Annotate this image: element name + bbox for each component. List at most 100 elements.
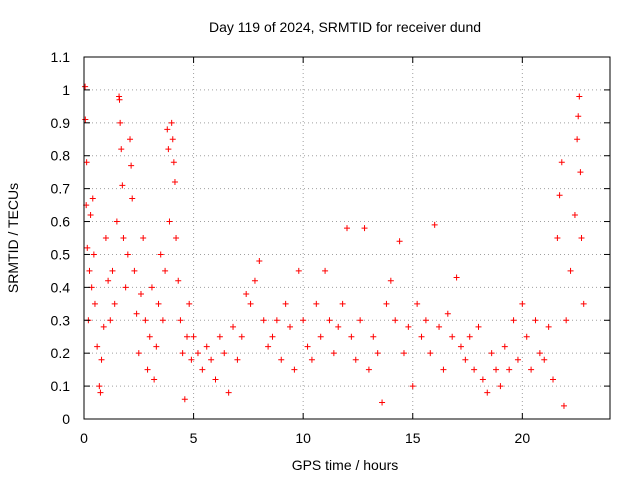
data-point-plus xyxy=(164,126,171,133)
y-tick-label: 1 xyxy=(62,82,70,98)
data-point-plus xyxy=(578,235,585,241)
y-tick-label: 0.9 xyxy=(51,115,71,131)
x-tick-label: 10 xyxy=(295,430,311,446)
data-point-plus xyxy=(431,221,438,228)
data-point-plus xyxy=(471,366,478,373)
data-point-plus xyxy=(124,251,131,258)
data-point-plus xyxy=(488,350,495,357)
data-point-plus xyxy=(86,267,93,274)
data-point-plus xyxy=(295,267,302,274)
data-point-plus xyxy=(577,169,584,176)
data-point-plus xyxy=(370,333,377,340)
data-point-plus xyxy=(519,300,526,307)
data-point-plus xyxy=(91,300,98,307)
data-point-plus xyxy=(194,350,201,357)
data-point-plus xyxy=(475,323,482,330)
data-point-plus xyxy=(265,343,272,350)
data-point-plus xyxy=(251,277,258,284)
data-point-plus xyxy=(374,350,381,357)
data-point-plus xyxy=(392,317,399,324)
data-point-plus xyxy=(575,113,582,120)
data-point-plus xyxy=(558,159,565,166)
data-point-plus xyxy=(247,300,254,307)
data-point-plus xyxy=(269,333,276,340)
data-point-plus xyxy=(162,267,169,274)
data-point-plus xyxy=(278,356,285,363)
data-point-plus xyxy=(462,356,469,363)
data-point-plus xyxy=(208,356,215,363)
data-point-plus xyxy=(554,235,561,241)
y-tick-label: 1.1 xyxy=(51,49,71,65)
data-point-plus xyxy=(148,284,155,291)
data-point-plus xyxy=(122,284,129,291)
data-point-plus xyxy=(418,333,425,340)
data-point-plus xyxy=(536,350,543,357)
data-point-plus xyxy=(96,383,103,390)
data-point-plus xyxy=(273,317,280,324)
data-point-plus xyxy=(120,235,127,241)
data-point-plus xyxy=(113,218,120,225)
data-point-plus xyxy=(111,300,118,307)
data-point-plus xyxy=(188,356,195,363)
y-tick-label: 0.6 xyxy=(51,214,71,230)
y-tick-label: 0.5 xyxy=(51,246,71,262)
data-point-plus xyxy=(212,376,219,383)
data-point-plus xyxy=(287,323,294,330)
data-point-plus xyxy=(326,317,333,324)
y-tick-label: 0 xyxy=(62,411,70,427)
data-point-plus xyxy=(133,310,140,317)
data-point-plus xyxy=(105,277,112,284)
y-axis-title: SRMTID / TECUs xyxy=(5,183,21,293)
data-point-plus xyxy=(396,238,403,245)
data-point-plus xyxy=(157,251,164,258)
data-point-plus xyxy=(414,300,421,307)
data-point-plus xyxy=(107,317,114,324)
data-point-plus xyxy=(102,235,109,241)
data-point-plus xyxy=(497,383,504,390)
data-point-plus xyxy=(580,300,587,307)
x-axis-title: GPS time / hours xyxy=(292,457,399,473)
data-point-plus xyxy=(427,350,434,357)
data-point-plus xyxy=(453,274,460,281)
data-point-plus xyxy=(84,244,91,251)
data-point-plus xyxy=(175,277,182,284)
data-point-plus xyxy=(153,343,160,350)
data-point-plus xyxy=(168,119,175,126)
data-point-plus xyxy=(94,343,101,350)
data-point-plus xyxy=(335,323,342,330)
data-point-plus xyxy=(155,300,162,307)
data-point-plus xyxy=(177,317,184,324)
data-point-plus xyxy=(313,300,320,307)
data-point-plus xyxy=(140,235,147,241)
data-point-plus xyxy=(131,267,138,274)
data-point-plus xyxy=(184,333,191,340)
data-point-plus xyxy=(422,317,429,324)
data-point-plus xyxy=(567,267,574,274)
plot-frame xyxy=(83,56,611,420)
data-point-plus xyxy=(466,333,473,340)
data-point-plus xyxy=(117,119,124,126)
data-point-plus xyxy=(82,116,89,123)
chart-title: Day 119 of 2024, SRMTID for receiver dun… xyxy=(209,19,481,35)
data-point-plus xyxy=(179,350,186,357)
data-point-plus xyxy=(260,317,267,324)
data-point-plus xyxy=(361,225,368,232)
data-point-plus xyxy=(166,218,173,225)
x-tick-label: 15 xyxy=(405,430,421,446)
data-point-plus xyxy=(493,366,500,373)
y-tick-label: 0.4 xyxy=(51,279,71,295)
data-point-plus xyxy=(506,366,513,373)
y-tick-label: 0.8 xyxy=(51,148,71,164)
data-point-plus xyxy=(142,317,149,324)
data-point-plus xyxy=(127,136,134,143)
data-point-plus xyxy=(119,182,126,189)
data-point-plus xyxy=(576,93,583,100)
data-point-plus xyxy=(317,333,324,340)
data-point-plus xyxy=(135,350,142,357)
data-point-plus xyxy=(100,323,107,330)
data-point-plus xyxy=(186,300,193,307)
data-point-plus xyxy=(365,366,372,373)
data-point-plus xyxy=(348,333,355,340)
data-point-plus xyxy=(230,323,237,330)
data-point-plus xyxy=(339,300,346,307)
